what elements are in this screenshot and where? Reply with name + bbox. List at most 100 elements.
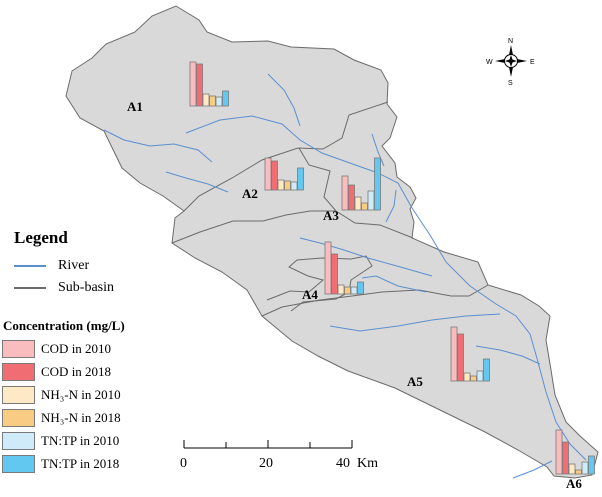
legend-item-label: COD in 2010 xyxy=(41,341,112,356)
bar-a5-3 xyxy=(470,375,477,382)
subbasin-labels: A1 A2 A3 A4 A5 A6 xyxy=(127,99,582,491)
subbasin-boundary-a4-a5 xyxy=(261,284,489,317)
river-a5-south xyxy=(329,313,501,332)
compass-s: S xyxy=(508,80,513,87)
compass-w: W xyxy=(486,59,493,66)
compass-n: N xyxy=(508,38,513,45)
legend-item-label: TN:TP in 2018 xyxy=(41,456,120,471)
bar-a3-3 xyxy=(361,202,368,211)
bar-a6-1 xyxy=(562,441,569,475)
bar-a6-2 xyxy=(568,463,576,475)
subbasin-label-a2: A2 xyxy=(242,186,258,201)
legend-swatch xyxy=(2,409,35,427)
bar-a4-2 xyxy=(337,284,345,295)
legend-swatch xyxy=(2,432,35,450)
bar-a3-4 xyxy=(367,190,375,211)
compass-e: E xyxy=(530,59,535,66)
subbasin-boundary-a1-a2 xyxy=(183,101,389,212)
bar-a4-1 xyxy=(331,253,338,295)
river-a1-west xyxy=(103,129,213,163)
scale-label-20: 20 xyxy=(259,456,273,471)
scale-bar xyxy=(183,440,353,449)
subbasin-label-a5: A5 xyxy=(407,374,423,389)
river-a3-trib xyxy=(385,189,397,223)
scale-label-0: 0 xyxy=(180,456,187,471)
bar-a5-2 xyxy=(463,372,471,382)
rivers xyxy=(103,73,587,479)
legend-item-cod-2010: COD in 2010 xyxy=(2,339,111,359)
bar-a5-4 xyxy=(476,370,484,382)
bar-a1-4 xyxy=(215,96,223,107)
bar-a1-2 xyxy=(202,93,210,107)
legend-title: Legend xyxy=(14,228,68,247)
legend-item-tntp-2018: TN:TP in 2018 xyxy=(2,454,119,474)
river-a6 xyxy=(512,460,553,479)
bar-a6-0 xyxy=(555,429,563,475)
river-a2-trib xyxy=(165,171,229,193)
river-line-swatch xyxy=(14,265,46,267)
legend-item-nh3n-2010: NH₃-N in 2010 xyxy=(2,385,121,405)
bar-chart-a4 xyxy=(324,241,364,295)
subbasin-label-a3: A3 xyxy=(323,208,339,223)
bar-a4-5 xyxy=(357,281,364,295)
bar-a3-1 xyxy=(348,184,355,211)
legend-river-label: River xyxy=(58,258,90,273)
river-a5-lower xyxy=(475,345,541,365)
legend-river: River xyxy=(14,258,89,274)
subbasin-label-a1: A1 xyxy=(127,99,143,114)
legend-item-tntp-2010: TN:TP in 2010 xyxy=(2,431,119,451)
bar-charts xyxy=(189,61,595,475)
north-arrow-icon: N S E W xyxy=(486,38,535,87)
bar-a2-4 xyxy=(290,181,298,191)
bar-chart-a1 xyxy=(189,61,229,107)
bar-a5-0 xyxy=(450,326,458,382)
legend-item-nh3n-2018: NH₃-N in 2018 xyxy=(2,408,121,428)
bar-a1-3 xyxy=(209,95,216,107)
river-a5-trib xyxy=(361,275,427,293)
bar-a3-0 xyxy=(341,175,349,211)
bar-a4-3 xyxy=(344,286,351,295)
scale-label-40: 40 xyxy=(336,456,350,471)
bar-chart-a6 xyxy=(555,429,595,475)
subbasin-label-a4: A4 xyxy=(302,287,318,302)
bar-a3-5 xyxy=(374,157,381,211)
legend-swatch xyxy=(2,363,35,381)
bar-a6-4 xyxy=(581,461,589,475)
subbasin-line-swatch xyxy=(14,287,46,289)
river-a4-trib xyxy=(299,237,433,277)
legend-item-label: TN:TP in 2010 xyxy=(41,433,120,448)
bar-a4-4 xyxy=(350,286,358,295)
legend-item-cod-2018: COD in 2018 xyxy=(2,362,111,382)
river-a3-east xyxy=(371,133,385,167)
legend-item-label: NH₃-N in 2018 xyxy=(41,410,121,425)
river-a1-north xyxy=(267,73,301,127)
bar-a5-5 xyxy=(483,358,490,382)
bar-a6-5 xyxy=(588,455,595,475)
bar-a2-0 xyxy=(264,157,272,191)
bar-chart-a3 xyxy=(341,157,381,211)
basin-outline xyxy=(65,5,599,479)
bar-chart-a5 xyxy=(450,326,490,382)
legend-swatch xyxy=(2,455,35,473)
scale-unit: Km xyxy=(357,456,378,471)
legend-swatch xyxy=(2,386,35,404)
bar-a6-3 xyxy=(575,469,582,475)
subbasin-boundary-a2-a3 xyxy=(298,147,337,212)
legend-item-label: COD in 2018 xyxy=(41,364,112,379)
bar-a1-5 xyxy=(222,90,229,107)
concentration-title: Concentration (mg/L) xyxy=(3,318,125,333)
legend-swatch xyxy=(2,340,35,358)
bar-a3-2 xyxy=(354,196,362,211)
river-main xyxy=(185,115,587,461)
bar-chart-a2 xyxy=(264,157,304,191)
legend-item-label: NH₃-N in 2010 xyxy=(41,387,121,402)
bar-a2-5 xyxy=(297,167,304,191)
subbasin-label-a6: A6 xyxy=(566,476,582,491)
bar-a4-0 xyxy=(324,241,332,295)
legend-subbasin-label: Sub-basin xyxy=(58,280,114,295)
legend-subbasin: Sub-basin xyxy=(14,280,114,296)
bar-a2-2 xyxy=(277,179,285,191)
subbasin-boundary-a2-a4 xyxy=(171,210,414,244)
bar-a2-1 xyxy=(271,160,278,191)
